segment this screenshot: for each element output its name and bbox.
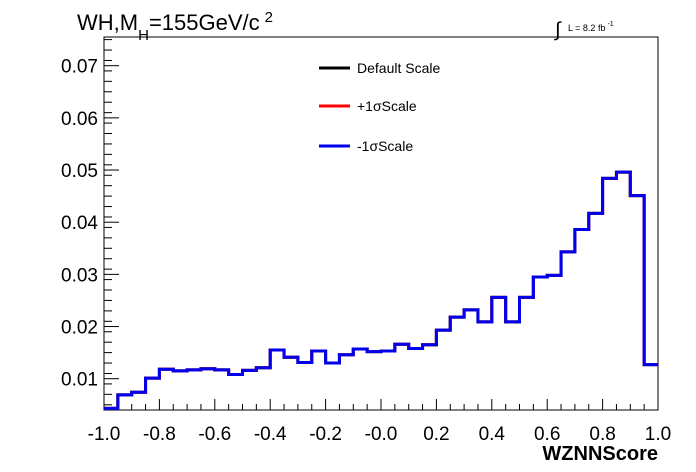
luminosity-label: L = 8.2 fb -1 (568, 21, 614, 33)
series-line-0 (104, 170, 658, 410)
x-tick-label: 0.4 (479, 424, 506, 445)
legend-label-plus1sigma: +1σScale (357, 98, 417, 114)
x-tick-label: -0.8 (143, 424, 176, 445)
x-tick-label: -0.4 (254, 424, 287, 445)
x-tick-label: 1.0 (645, 424, 671, 445)
legend: Default Scale +1σScale -1σScale (319, 60, 440, 154)
luminosity-text: L = 8.2 fb (568, 23, 605, 33)
title-rest: =155GeV/c (149, 10, 260, 35)
y-tick-label: 0.01 (61, 370, 98, 391)
x-tick-label: -0.2 (309, 424, 342, 445)
title-subscript: H (138, 27, 149, 44)
x-tick-label: -1.0 (88, 424, 121, 445)
x-tick-label: 0.2 (423, 424, 449, 445)
x-axis-title: WZNNScore (542, 443, 658, 465)
y-tick-label: 0.03 (61, 265, 98, 286)
legend-label-default: Default Scale (357, 60, 440, 76)
title-main: WH,M (77, 10, 138, 35)
y-tick-label: 0.05 (61, 161, 98, 182)
x-tick-label: -0.6 (198, 424, 231, 445)
y-axis-ticks: 0.01 0.02 0.03 0.04 0.05 0.06 0.07 (61, 39, 119, 406)
series-layer (104, 170, 658, 410)
x-tick-label: -0.0 (365, 424, 398, 445)
series-line-1 (104, 170, 658, 410)
y-tick-label: 0.06 (61, 109, 98, 130)
x-axis-ticks: -1.0 -0.8 -0.6 -0.4 -0.2 -0.0 0.2 0.4 0.6 0.8 1.0 (88, 399, 671, 445)
y-tick-label: 0.07 (61, 57, 98, 78)
luminosity-superscript: -1 (607, 21, 613, 28)
series-line-2 (104, 170, 658, 410)
x-tick-label: 0.6 (534, 424, 560, 445)
luminosity-integral-symbol: ∫ (554, 19, 562, 41)
y-tick-label: 0.04 (61, 213, 98, 234)
legend-label-minus1sigma: -1σScale (357, 138, 413, 154)
title-superscript: 2 (265, 9, 273, 26)
chart-title: WH,MH=155GeV/c 2 (77, 9, 273, 44)
plot-frame (103, 36, 659, 411)
y-tick-label: 0.02 (61, 318, 98, 339)
x-tick-label: 0.8 (589, 424, 615, 445)
